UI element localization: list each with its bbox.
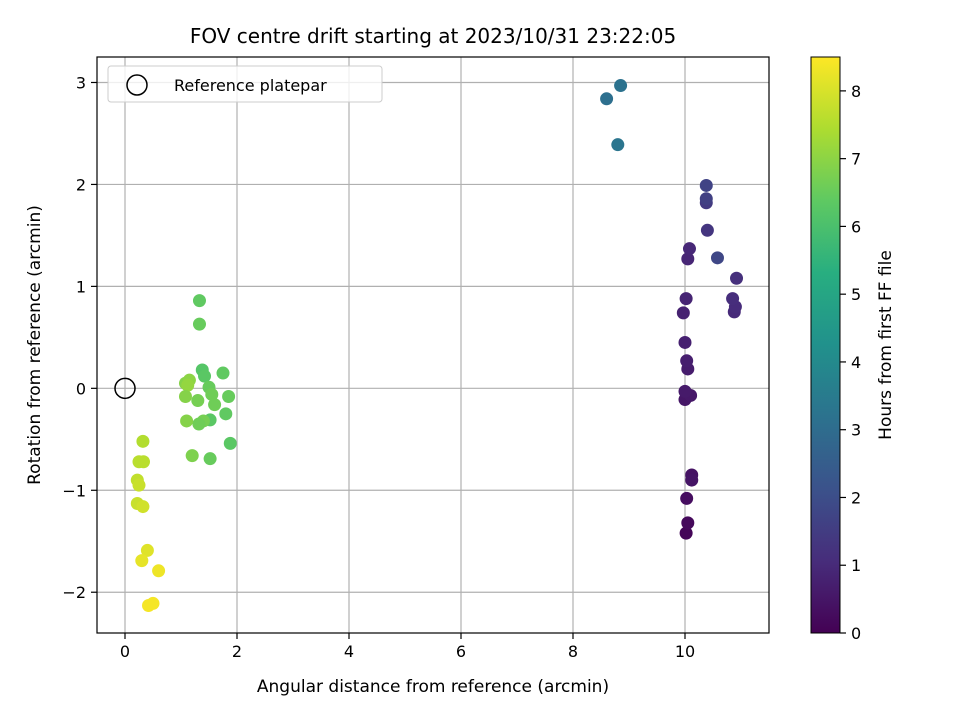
- x-tick-label: 4: [344, 642, 354, 661]
- scatter-point: [181, 378, 195, 392]
- scatter-point: [152, 564, 166, 578]
- y-tick-label: 0: [76, 379, 86, 398]
- y-tick-label: 3: [76, 73, 86, 92]
- x-tick-label: 6: [456, 642, 466, 661]
- scatter-point: [219, 407, 233, 421]
- legend-reference-marker-icon: [126, 74, 148, 96]
- scatter-point: [222, 389, 236, 403]
- colorbar-tick-label: 2: [851, 488, 861, 507]
- colorbar-ticks: 0 1 2 3 4 5 6 7 8: [840, 82, 861, 643]
- scatter-point: [676, 306, 690, 320]
- scatter-point: [678, 384, 692, 398]
- scatter-point: [679, 526, 693, 540]
- scatter-point: [680, 354, 694, 368]
- colorbar-tick-label: 3: [851, 421, 861, 440]
- colorbar-tick-label: 6: [851, 217, 861, 236]
- scatter-point: [203, 452, 217, 466]
- scatter-point: [216, 366, 230, 380]
- chart-title: FOV centre drift starting at 2023/10/31 …: [190, 24, 676, 48]
- scatter-point: [679, 292, 693, 306]
- x-axis-label: Angular distance from reference (arcmin): [257, 677, 609, 697]
- scatter-point: [180, 414, 194, 428]
- scatter-point: [685, 473, 699, 487]
- scatter-point: [699, 178, 713, 192]
- x-axis-ticks: 0 2 4 6 8 10: [120, 633, 695, 661]
- y-tick-label: 1: [76, 277, 86, 296]
- scatter-point: [192, 417, 206, 431]
- scatter-point: [700, 223, 714, 237]
- scatter-point: [223, 436, 237, 450]
- scatter-point: [726, 292, 740, 306]
- reference-marker-group: [114, 377, 136, 400]
- scatter-point: [146, 596, 160, 610]
- scatter-point: [192, 317, 206, 331]
- x-tick-label: 10: [675, 642, 695, 661]
- scatter-point: [730, 271, 744, 285]
- scatter-point: [611, 138, 625, 152]
- y-axis-label: Rotation from reference (arcmin): [25, 205, 45, 485]
- y-tick-label: −2: [62, 583, 86, 602]
- scatter-point: [699, 192, 713, 206]
- scatter-point: [135, 554, 149, 568]
- scatter-point: [192, 294, 206, 308]
- scatter-point: [191, 394, 205, 408]
- y-tick-label: 2: [76, 175, 86, 194]
- scatter-point: [140, 543, 154, 557]
- legend-box: [107, 65, 383, 103]
- reference-platepar-marker: [114, 377, 136, 400]
- x-tick-label: 2: [232, 642, 242, 661]
- colorbar-tick-label: 8: [851, 82, 861, 101]
- scatter-point: [681, 516, 695, 530]
- x-tick-label: 0: [120, 642, 130, 661]
- scatter-point: [136, 455, 150, 469]
- scatter-point: [710, 251, 724, 265]
- scatter-point: [682, 242, 696, 256]
- scatter-point: [136, 500, 150, 514]
- colorbar-tick-label: 1: [851, 556, 861, 575]
- scatter-point: [680, 491, 694, 505]
- scatter-point: [208, 398, 222, 412]
- scatter-point: [185, 449, 199, 463]
- scatter-point: [132, 478, 146, 492]
- scatter-point: [205, 387, 219, 401]
- scatter-point: [600, 92, 614, 106]
- y-axis-ticks: −2 −1 0 1 2 3: [62, 73, 97, 602]
- colorbar-tick-label: 5: [851, 285, 861, 304]
- grid-lines: [97, 57, 769, 633]
- scatter-point: [136, 434, 150, 448]
- scatter-point: [614, 79, 628, 93]
- colorbar-tick-label: 7: [851, 150, 861, 169]
- data-points: [130, 79, 744, 612]
- colorbar-label: Hours from first FF file: [876, 250, 896, 440]
- legend[interactable]: Reference platepar: [107, 65, 383, 103]
- scatter-point: [678, 335, 692, 349]
- y-tick-label: −1: [62, 481, 86, 500]
- colorbar-tick-label: 0: [851, 624, 861, 643]
- scatter-point: [681, 252, 695, 266]
- scatter-point: [198, 369, 212, 383]
- x-tick-label: 8: [568, 642, 578, 661]
- scatter-point: [178, 389, 192, 403]
- plot-frame: [96, 56, 770, 634]
- colorbar-tick-label: 4: [851, 353, 861, 372]
- colorbar: [810, 56, 841, 634]
- legend-entry-reference-platepar: Reference platepar: [174, 76, 327, 95]
